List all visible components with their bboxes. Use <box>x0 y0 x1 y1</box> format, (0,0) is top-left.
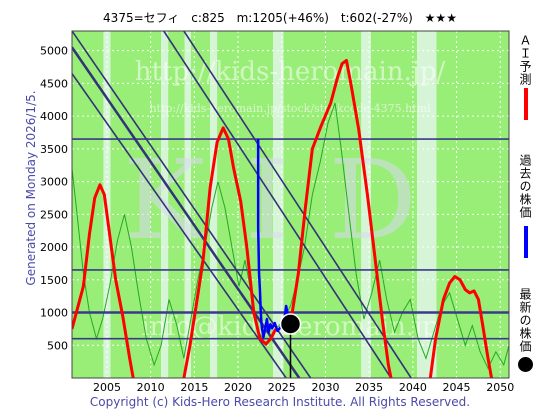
band-11 <box>361 31 371 378</box>
y-tick-label-0: 500 <box>47 339 68 352</box>
rating-stars: ★★★ <box>424 11 457 25</box>
band-7 <box>210 31 218 378</box>
close-price: c:825 <box>191 11 225 25</box>
band-12 <box>370 31 418 378</box>
stock-code-name: 4375=セフィ <box>103 11 180 25</box>
y-tick-label-2: 1500 <box>40 274 68 287</box>
legend-latest-dot <box>518 357 533 372</box>
band-14 <box>436 31 509 378</box>
series-ai-segment-3 <box>428 275 493 378</box>
series-ai-segment-1 <box>182 126 277 378</box>
band-13 <box>417 31 437 378</box>
band-2 <box>110 31 162 378</box>
x-tick-label-1: 2010 <box>137 381 165 394</box>
y-tick-label-5: 3000 <box>40 176 68 189</box>
y-tick-label-1: 1000 <box>40 307 68 320</box>
x-tick-label-4: 2025 <box>268 381 296 394</box>
legend-past-label: 過去の株価 <box>518 154 532 219</box>
watermark-url: http://kids-heromain.jp/ <box>135 57 446 87</box>
y-tick-label-8: 4500 <box>40 77 68 90</box>
trend-line-3 <box>163 31 392 378</box>
y-tick-label-4: 2500 <box>40 208 68 221</box>
watermark-big: KID <box>123 136 457 264</box>
x-tick-label-2: 2015 <box>180 381 208 394</box>
x-tick-label-6: 2035 <box>355 381 383 394</box>
x-tick-label-0: 2005 <box>93 381 121 394</box>
plot-area: http://kids-heromain.jp/http://kids-hero… <box>72 31 509 378</box>
trend-line-2 <box>72 73 287 378</box>
copyright-footer: Copyright (c) Kids-Hero Research Institu… <box>89 395 471 409</box>
series-ai-segment-0 <box>72 183 135 378</box>
band-4 <box>168 31 185 378</box>
generated-date-text: Generated on Monday 2026/1/5. <box>24 90 38 286</box>
x-tick-label-9: 2050 <box>486 381 514 394</box>
trend-line-4 <box>183 31 412 378</box>
y-tick-label-9: 5000 <box>40 45 68 58</box>
x-tick-label-5: 2030 <box>311 381 339 394</box>
x-tick-label-7: 2040 <box>399 381 427 394</box>
y-tick-label-6: 3500 <box>40 143 68 156</box>
watermark-page: http://kids-heromain.jp/stock/stockcode-… <box>149 102 431 115</box>
y-tick-label-3: 2000 <box>40 241 68 254</box>
y-tick-label-7: 4000 <box>40 110 68 123</box>
chart-title: 4375=セフィ c:825 m:1205(+46%) t:602(-27%) … <box>0 9 560 26</box>
trend-line-0 <box>72 31 312 378</box>
legend-ai-label: ＡＩ予測 <box>518 34 532 86</box>
series-ai-segment-2 <box>284 58 393 378</box>
legend-past-swatch <box>524 226 528 258</box>
latest-price-marker <box>279 313 302 335</box>
x-tick-label-3: 2020 <box>224 381 252 394</box>
plot-frame <box>71 30 510 379</box>
legend-latest-label: 最新の株価 <box>518 288 532 353</box>
x-tick-label-8: 2045 <box>443 381 471 394</box>
legend-ai-swatch <box>524 88 528 120</box>
band-0 <box>72 31 104 378</box>
min-price: t:602(-27%) <box>340 11 413 25</box>
band-5 <box>184 31 191 378</box>
max-price: m:1205(+46%) <box>236 11 329 25</box>
